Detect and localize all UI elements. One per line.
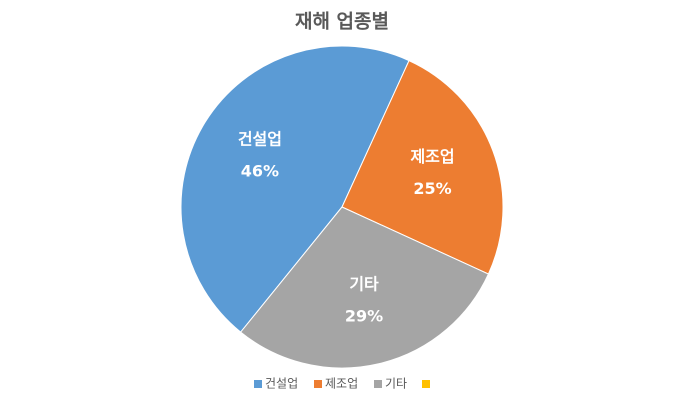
legend-swatch [314,380,322,388]
slice-value: 29% [345,307,383,326]
legend-label: 기타 [385,377,407,391]
legend-swatch [422,380,430,388]
pie-slice [180,45,410,333]
slice-value: 46% [241,162,279,181]
legend-swatch [254,380,262,388]
chart-title: 재해 업종별 [295,11,389,33]
legend-swatch [374,380,382,388]
slice-label: 제조업 [410,147,454,166]
pie-slice [239,206,490,369]
legend-label: 건설업 [265,377,298,391]
pie-slice [341,59,504,275]
slice-value: 25% [413,179,451,198]
legend-label: 제조업 [325,377,358,391]
slice-label: 건설업 [238,130,282,149]
slice-label: 기타 [349,275,379,294]
